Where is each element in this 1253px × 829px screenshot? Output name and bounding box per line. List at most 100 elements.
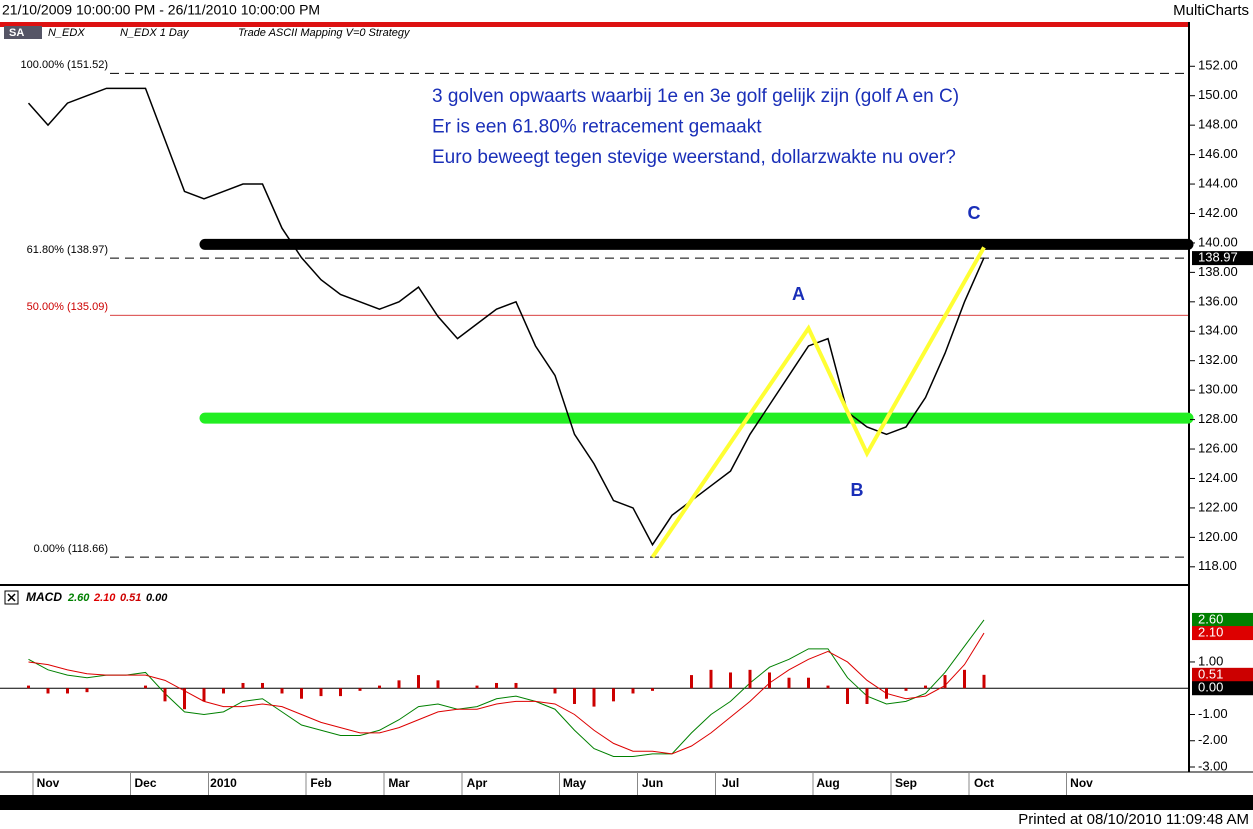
- x-tick-label: Oct: [974, 776, 994, 790]
- histogram-bar: [183, 688, 186, 710]
- histogram-bar: [514, 682, 518, 689]
- histogram-bar: [885, 688, 888, 699]
- histogram-bar: [280, 688, 284, 694]
- y-tick-label: 144.00: [1198, 175, 1238, 190]
- wave-label: C: [968, 203, 981, 223]
- symbol-box-label: SA: [9, 27, 24, 39]
- y-tick-label: 118.00: [1198, 558, 1237, 573]
- histogram-bar: [358, 688, 362, 691]
- y-tick-label: 128.00: [1198, 411, 1238, 426]
- y-tick-label: 130.00: [1198, 382, 1238, 397]
- histogram-bar: [826, 685, 830, 689]
- macd-line: [28, 619, 985, 758]
- fib-label: 100.00% (151.52): [21, 59, 108, 71]
- histogram-bar: [924, 685, 927, 689]
- x-tick-label: Aug: [816, 776, 839, 790]
- histogram-bar: [787, 677, 791, 689]
- symbol-box[interactable]: [4, 26, 42, 39]
- x-tick-label: Jul: [722, 776, 739, 790]
- y-tick-label: 132.00: [1198, 352, 1238, 367]
- histogram-bar: [963, 669, 966, 689]
- histogram-bar: [261, 682, 264, 689]
- histogram-bar: [27, 685, 30, 689]
- histogram-bar: [417, 675, 420, 689]
- histogram-bar: [865, 688, 869, 704]
- histogram-bar: [319, 688, 323, 697]
- x-tick-label: Dec: [134, 776, 156, 790]
- annotation: Er is een 61.80% retracement gemaakt: [432, 117, 762, 138]
- close-icon: [7, 593, 16, 602]
- x-tick-label: Jun: [642, 776, 663, 790]
- y-tick-label: 138.00: [1198, 264, 1238, 279]
- axis-border: [1188, 22, 1190, 772]
- macd-value-box-label: 2.10: [1198, 625, 1223, 640]
- histogram-bar: [46, 688, 50, 694]
- histogram-bar: [982, 674, 986, 689]
- y-tick-label: 150.00: [1198, 87, 1238, 102]
- histogram-bar: [66, 688, 69, 694]
- price-line: [27, 87, 985, 547]
- title-bar-accent: [0, 22, 1188, 27]
- x-tick-label: May: [563, 776, 587, 790]
- histogram-bar: [144, 685, 147, 689]
- histogram-bar: [573, 688, 576, 704]
- x-tick-label: 2010: [210, 776, 237, 790]
- macd-header-zero: 0.00: [146, 592, 168, 604]
- print-info: Printed at 08/10/2010 11:09:48 AM: [1018, 811, 1249, 828]
- annotation: Euro beweegt tegen stevige weerstand, do…: [432, 147, 956, 168]
- wave-label: B: [851, 480, 864, 500]
- histogram-bar: [846, 688, 849, 704]
- histogram-bar: [378, 685, 381, 689]
- zero-box: [1192, 681, 1253, 696]
- y-tick-label: 134.00: [1198, 323, 1238, 338]
- histogram-bar: [222, 688, 225, 694]
- macd-value-box-label: 2.60: [1198, 611, 1223, 626]
- y-tick-label: 142.00: [1198, 205, 1238, 220]
- y-tick-label: 126.00: [1198, 440, 1238, 455]
- app-name: MultiCharts: [1173, 2, 1249, 19]
- histogram-bar: [202, 688, 206, 702]
- histogram-bar: [553, 688, 557, 694]
- date-range: 21/10/2009 10:00:00 PM - 26/11/2010 10:0…: [2, 2, 320, 18]
- histogram-bar: [397, 680, 401, 689]
- x-tick-label: Sep: [895, 776, 917, 790]
- strategy: Trade ASCII Mapping V=0 Strategy: [238, 27, 411, 39]
- histogram-bar: [163, 688, 167, 702]
- last-price-box-label: 138.97: [1198, 250, 1238, 265]
- macd-header-value: 2.60: [67, 592, 90, 604]
- y-tick-label: 148.00: [1198, 117, 1238, 132]
- fib-label: 61.80% (138.97): [27, 244, 108, 256]
- histogram-bar: [748, 669, 752, 689]
- histogram-bar: [709, 669, 713, 689]
- histogram-bar: [475, 685, 479, 689]
- histogram-bar: [241, 682, 245, 689]
- scrollbar[interactable]: [0, 795, 1253, 810]
- y-tick-label: 1.00: [1198, 653, 1223, 668]
- histogram-bar: [943, 675, 947, 689]
- x-tick-label: Feb: [310, 776, 331, 790]
- y-tick-label: 136.00: [1198, 293, 1238, 308]
- histogram-bar: [592, 688, 596, 707]
- last-price-box: [1192, 251, 1253, 266]
- y-tick-label: 120.00: [1198, 529, 1238, 544]
- histogram-bar: [690, 675, 693, 689]
- histogram-bar: [729, 672, 732, 689]
- histogram-bar: [768, 672, 771, 689]
- y-tick-label: -2.00: [1198, 732, 1228, 747]
- fib-label: 0.00% (118.66): [34, 543, 108, 555]
- y-tick-label: -3.00: [1198, 758, 1228, 773]
- macd-title: MACD: [26, 590, 62, 604]
- histogram-bar: [631, 688, 635, 694]
- zero-box-label: 0.00: [1198, 680, 1223, 695]
- wave-zigzag: [650, 246, 986, 559]
- macd-value-box-label: 0.51: [1198, 666, 1223, 681]
- histogram-bar: [436, 680, 440, 689]
- histogram-bar: [904, 688, 908, 691]
- wave-label: A: [792, 284, 805, 304]
- description: N_EDX 1 Day: [120, 27, 190, 39]
- histogram-bar: [807, 677, 810, 689]
- histogram-bar: [85, 688, 89, 693]
- x-tick-label: Apr: [467, 776, 488, 790]
- x-tick-label: Nov: [37, 776, 60, 790]
- macd-line: [28, 632, 985, 755]
